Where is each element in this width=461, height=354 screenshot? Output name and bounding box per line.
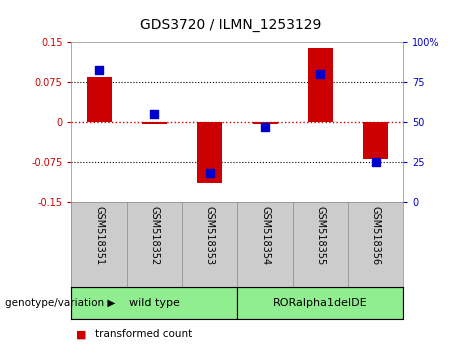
Text: GSM518351: GSM518351 [94, 206, 104, 265]
Bar [253, 122, 278, 124]
Text: GSM518355: GSM518355 [315, 206, 325, 265]
Text: genotype/variation ▶: genotype/variation ▶ [5, 298, 115, 308]
Text: GSM518356: GSM518356 [371, 206, 381, 265]
Text: GSM518354: GSM518354 [260, 206, 270, 265]
Text: GDS3720 / ILMN_1253129: GDS3720 / ILMN_1253129 [140, 18, 321, 32]
Point [261, 124, 269, 130]
Bar [87, 77, 112, 122]
Point [151, 111, 158, 117]
Text: RORalpha1delDE: RORalpha1delDE [273, 298, 368, 308]
Bar [142, 122, 167, 124]
Text: wild type: wild type [129, 298, 180, 308]
Text: GSM518353: GSM518353 [205, 206, 215, 265]
Point [95, 67, 103, 72]
Bar [308, 48, 333, 122]
Bar [197, 122, 222, 183]
Point [206, 170, 213, 176]
Bar [237, 287, 403, 319]
Bar [363, 122, 388, 159]
Bar [71, 287, 237, 319]
Point [317, 72, 324, 77]
Text: ■: ■ [76, 329, 87, 339]
Point [372, 159, 379, 165]
Text: GSM518352: GSM518352 [149, 206, 160, 265]
Text: transformed count: transformed count [95, 329, 192, 339]
